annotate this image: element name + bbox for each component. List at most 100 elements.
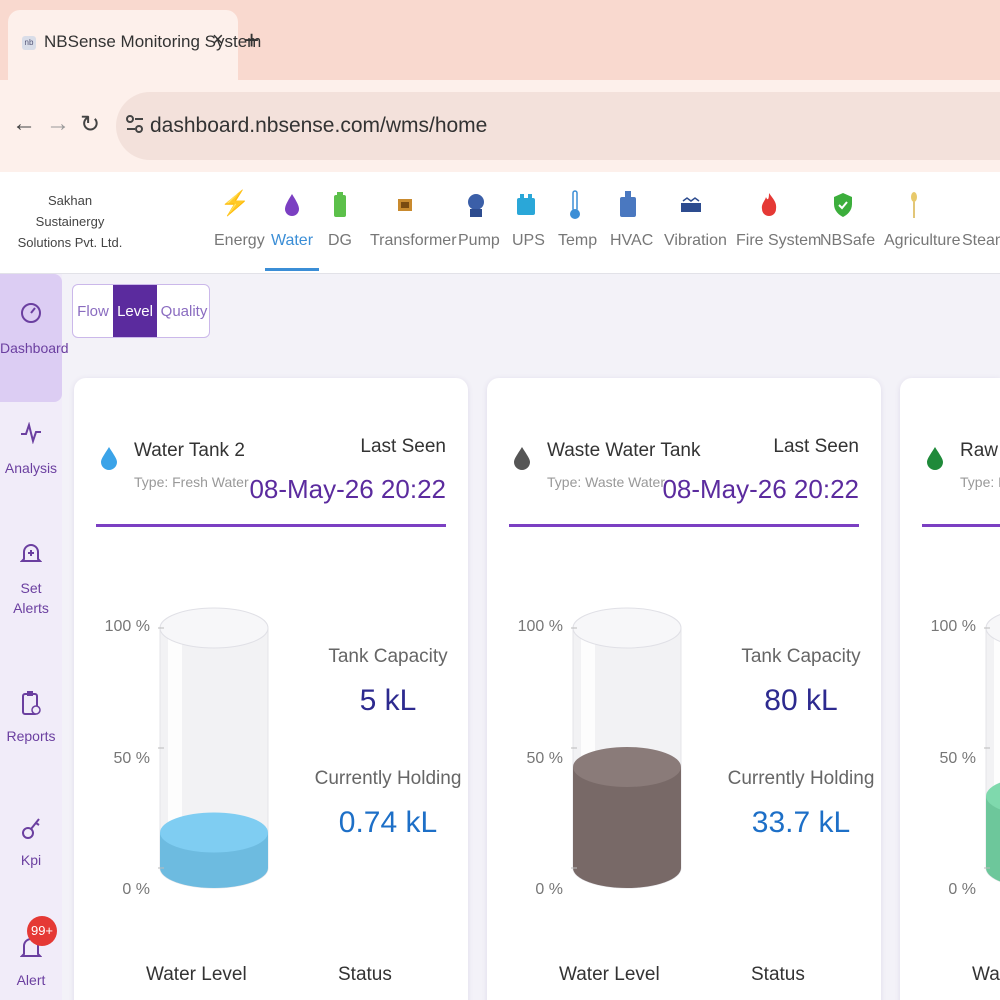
- sidebar-item-analysis[interactable]: Analysis: [0, 421, 62, 478]
- transformer-icon: [370, 186, 440, 222]
- category-dg[interactable]: DG: [328, 186, 352, 250]
- sidebar-item-label: Dashboard: [0, 340, 69, 356]
- ups-icon: [512, 186, 540, 222]
- currently-holding-label: Currently Holding: [314, 768, 462, 789]
- tank-card[interactable]: Water Tank 2 Type: Fresh Water Last Seen…: [74, 378, 468, 1000]
- category-transformer[interactable]: Transformer: [370, 186, 457, 250]
- category-label: Transformer: [370, 232, 457, 249]
- water-drop-icon: [266, 186, 318, 222]
- tank-liquid-surface: [573, 746, 681, 787]
- steam-icon: [962, 186, 1000, 222]
- tank-capacity-label: Tank Capacity: [328, 646, 448, 667]
- tank-level-gauge: [984, 614, 1000, 882]
- category-label: Temp: [558, 232, 598, 249]
- tank-liquid-body: [573, 766, 681, 888]
- category-label: Steam: [962, 232, 1000, 249]
- shield-icon: [820, 186, 866, 222]
- company-name-line: Solutions Pvt. Ltd.: [17, 235, 123, 250]
- site-settings-icon[interactable]: [124, 112, 146, 136]
- toggle-flow[interactable]: Flow: [77, 303, 109, 320]
- currently-holding-label: Currently Holding: [727, 768, 875, 789]
- category-fire-system[interactable]: Fire System: [736, 186, 822, 250]
- battery-icon: [328, 186, 352, 222]
- axis-label-100: 100 %: [104, 618, 150, 635]
- axis-label-100: 100 %: [930, 618, 976, 635]
- tank-level-gauge: [158, 607, 269, 889]
- category-water[interactable]: Water: [266, 186, 318, 250]
- category-hvac[interactable]: HVAC: [610, 186, 654, 250]
- category-temp[interactable]: Temp: [558, 186, 598, 250]
- category-agriculture[interactable]: Agriculture: [884, 186, 961, 250]
- sidebar-item-reports[interactable]: Reports: [0, 690, 62, 746]
- sidebar-item-kpi[interactable]: Kpi: [0, 814, 62, 870]
- active-category-indicator: [265, 268, 319, 271]
- tank-name: Raw W: [960, 440, 1000, 461]
- last-seen-value: 08-May-26 20:22: [249, 474, 446, 504]
- category-label: UPS: [512, 232, 545, 249]
- vibration-icon: [664, 186, 718, 222]
- bell-plus-icon: [0, 542, 62, 572]
- tank-highlight: [994, 628, 1000, 868]
- company-name-line: Sustainergy: [35, 214, 105, 229]
- tank-type: Type: Ra: [960, 474, 1000, 490]
- axis-label-50: 50 %: [939, 750, 976, 767]
- sidebar: Dashboard Analysis Set Alerts Reports Kp…: [0, 274, 69, 1000]
- category-nbsafe[interactable]: NBSafe: [820, 186, 876, 250]
- category-label: Water: [270, 232, 314, 249]
- axis-label-50: 50 %: [526, 750, 563, 767]
- toggle-quality[interactable]: Quality: [160, 303, 208, 320]
- water-level-label: Water Level: [972, 964, 1000, 985]
- category-energy[interactable]: ⚡ Energy: [214, 186, 265, 250]
- company-name-line: Sakhan: [47, 193, 93, 208]
- category-label: NBSafe: [820, 232, 876, 249]
- browser-tab[interactable]: nb NBSense Monitoring System ×: [8, 10, 261, 82]
- water-level-label: Water Level: [146, 964, 247, 985]
- category-label: HVAC: [610, 232, 654, 249]
- tank-top-rim: [572, 607, 682, 649]
- category-label: Energy: [214, 232, 265, 249]
- toggle-level[interactable]: Level: [113, 285, 157, 337]
- sidebar-item-label: Alerts: [13, 600, 49, 616]
- category-steam[interactable]: Steam: [962, 186, 1000, 250]
- close-tab-icon[interactable]: ×: [212, 29, 224, 51]
- browser-tab-bar: nb NBSense Monitoring System × +: [0, 0, 1000, 82]
- category-vibration[interactable]: Vibration: [664, 186, 727, 250]
- reload-icon[interactable]: ↻: [80, 111, 101, 138]
- tank-liquid-surface: [986, 782, 1000, 810]
- tank-name: Waste Water Tank: [547, 440, 701, 461]
- tank-liquid-body: [986, 796, 1000, 882]
- water-drop-icon: [927, 447, 943, 470]
- sidebar-item-set-alerts[interactable]: Set Alerts: [0, 542, 62, 618]
- forward-arrow-icon[interactable]: →: [46, 110, 70, 137]
- category-label: Fire System: [736, 232, 822, 249]
- sidebar-item-label: Reports: [6, 728, 56, 744]
- new-tab-button[interactable]: +: [244, 25, 260, 55]
- category-ups[interactable]: UPS: [512, 186, 545, 250]
- card-divider: [96, 524, 446, 527]
- pulse-icon: [0, 421, 62, 452]
- category-pump[interactable]: Pump: [458, 186, 500, 250]
- back-arrow-icon[interactable]: ←: [12, 110, 36, 137]
- tank-card[interactable]: Waste Water Tank Type: Waste Water Last …: [487, 378, 881, 1000]
- category-label: Pump: [458, 232, 500, 249]
- pump-icon: [458, 186, 494, 222]
- tank-capacity-label: Tank Capacity: [741, 646, 861, 667]
- status-label: Status: [751, 964, 805, 985]
- water-level-label: Water Level: [559, 964, 660, 985]
- category-label: DG: [328, 232, 352, 249]
- category-label: Agriculture: [884, 232, 961, 249]
- tank-liquid-surface: [160, 812, 268, 853]
- tank-highlight: [168, 628, 182, 868]
- last-seen-value: 08-May-26 20:22: [662, 474, 859, 504]
- sidebar-item-alert[interactable]: Alert: [0, 934, 62, 990]
- axis-label-0: 0 %: [948, 881, 976, 898]
- tank-level-gauge: [571, 607, 682, 889]
- tank-capacity-value: 80 kL: [764, 684, 838, 717]
- sidebar-item-label: Alert: [16, 972, 46, 988]
- company-logo[interactable]: Sakhan Sustainergy Solutions Pvt. Ltd.: [10, 190, 130, 253]
- tank-card[interactable]: Raw W Type: Ra 100 % 50 % 0 % Water Leve…: [900, 378, 1000, 1000]
- sidebar-item-dashboard[interactable]: Dashboard: [0, 274, 69, 402]
- category-label: Vibration: [664, 232, 727, 249]
- address-bar[interactable]: dashboard.nbsense.com/wms/home: [116, 92, 1000, 160]
- clipboard-icon: [0, 690, 62, 720]
